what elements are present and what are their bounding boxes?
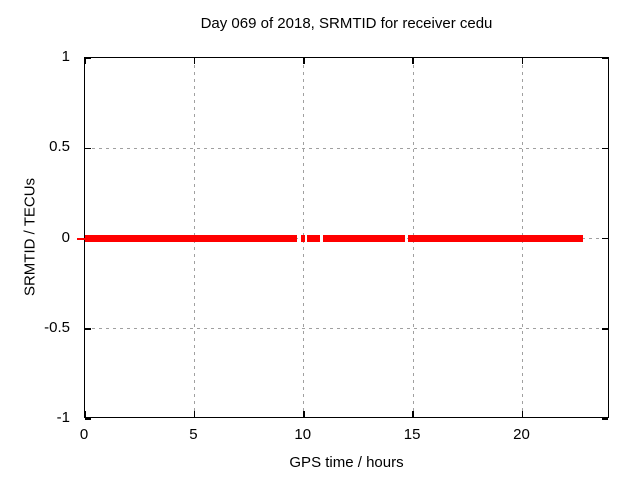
x-tick-label: 0 <box>79 426 89 443</box>
x-tick-bottom <box>303 411 305 417</box>
y-tick-right <box>602 237 608 240</box>
y-tick-right <box>602 57 608 59</box>
y-tick-label: -0.5 <box>44 318 70 336</box>
y-tick-label: -1 <box>56 409 70 426</box>
y-tick-left <box>85 328 91 330</box>
x-tick-bottom <box>412 411 414 417</box>
series-segment <box>300 235 306 242</box>
chart-title: Day 069 of 2018, SRMTID for receiver ced… <box>200 15 493 32</box>
y-tick-left <box>85 418 91 420</box>
y-tick-label: 0 <box>61 228 70 246</box>
x-tick-top <box>193 58 196 64</box>
y-tick-left <box>85 147 91 149</box>
x-tick-bottom <box>521 411 524 417</box>
y-tick-left <box>85 57 91 59</box>
series-start-cap <box>76 237 85 240</box>
series-segment <box>85 235 297 242</box>
series-segment <box>323 235 406 242</box>
x-tick-label: 15 <box>403 426 421 443</box>
y-tick-label: 0.5 <box>49 138 70 156</box>
y-tick-right <box>602 328 608 330</box>
x-tick-bottom <box>84 411 86 417</box>
plot-area <box>76 57 609 420</box>
x-axis-label: GPS time / hours <box>289 454 404 471</box>
x-tick-label: 5 <box>189 426 198 443</box>
x-tick-top <box>412 58 414 64</box>
y-tick-label: 1 <box>61 48 70 65</box>
x-tick-bottom <box>193 411 196 417</box>
y-gridline <box>85 147 608 149</box>
x-tick-top <box>84 58 86 64</box>
series-segment <box>408 235 584 242</box>
series-segment <box>307 235 320 242</box>
y-tick-right <box>602 147 608 149</box>
x-tick-label: 10 <box>294 426 312 443</box>
x-tick-label: 20 <box>513 426 530 443</box>
y-gridline <box>85 328 608 330</box>
y-tick-right <box>602 418 608 420</box>
x-tick-top <box>521 58 524 64</box>
x-tick-top <box>303 58 305 64</box>
